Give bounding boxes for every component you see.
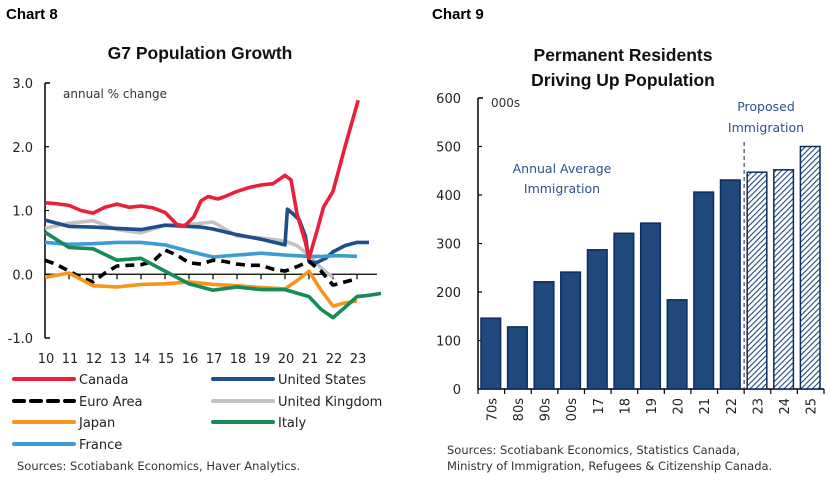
chart-8-title: G7 Population Growth xyxy=(108,43,293,63)
y-tick-label: 2.0 xyxy=(12,141,33,156)
x-tick-label: 19 xyxy=(645,398,660,415)
chart-8-axes: 3.0 2.0 1.0 0.0 -1.0 10 11 12 13 14 15 16 17 18 19 20 21… xyxy=(8,77,377,367)
y-tick-label: 0.0 xyxy=(12,268,33,283)
series-line-united-kingdom xyxy=(44,218,335,279)
x-tick-label: 14 xyxy=(134,352,151,367)
chart-8-svg: G7 Population Growth annual % change 3.0… xyxy=(8,43,383,473)
chart-8-unit-label: annual % change xyxy=(63,87,167,101)
y-tick-label: 100 xyxy=(436,335,461,350)
x-tick-label: 22 xyxy=(326,352,343,367)
bar-20 xyxy=(666,299,688,390)
x-tick-label: 23 xyxy=(752,398,767,415)
annotation-actual-line-1: Annual Average xyxy=(513,161,612,176)
bar-70s xyxy=(480,317,502,390)
x-tick-label: 15 xyxy=(158,352,175,367)
y-tick-label: 200 xyxy=(436,286,461,301)
x-tick-label: 90s xyxy=(539,398,554,422)
x-tick-label: 13 xyxy=(110,352,127,367)
chart-8-label: Chart 8 xyxy=(6,6,58,23)
x-tick-label: 25 xyxy=(805,398,820,415)
annotation-actual-line-2: Immigration xyxy=(524,181,600,196)
x-tick-label: 10 xyxy=(38,352,55,367)
bar-19 xyxy=(639,222,662,390)
x-tick-label: 24 xyxy=(778,398,793,415)
bar-17 xyxy=(586,249,608,390)
bar-proposed-23 xyxy=(746,171,768,390)
chart-9-title-line-2: Driving Up Population xyxy=(531,70,715,90)
annotation-proposed-line-2: Immigration xyxy=(728,120,804,135)
chart-9-unit-label: 000s xyxy=(491,96,520,110)
x-tick-label: 80s xyxy=(512,398,527,422)
x-tick-label: 12 xyxy=(86,352,103,367)
legend-label-united-kingdom: United Kingdom xyxy=(278,395,382,410)
x-tick-label: 20 xyxy=(278,352,295,367)
chart-9-source-line-1: Sources: Scotiabank Economics, Statistic… xyxy=(447,443,740,457)
bar-21 xyxy=(693,191,715,390)
series-line-italy xyxy=(44,230,382,320)
y-tick-label: 3.0 xyxy=(12,77,33,92)
x-tick-label: 18 xyxy=(230,352,247,367)
legend-label-canada: Canada xyxy=(79,373,128,388)
x-tick-label: 11 xyxy=(62,352,79,367)
chart-8-source: Sources: Scotiabank Economics, Haver Ana… xyxy=(17,459,300,473)
chart-9-title-line-1: Permanent Residents xyxy=(534,45,713,65)
x-tick-label: 00s xyxy=(565,398,580,422)
chart-9-label: Chart 9 xyxy=(432,6,484,23)
legend-label-united-states: United States xyxy=(278,373,366,388)
x-tick-label: 21 xyxy=(698,398,713,415)
y-tick-label: 0 xyxy=(453,383,461,398)
annotation-proposed-line-1: Proposed xyxy=(737,99,795,114)
chart-9-svg: Permanent Residents Driving Up Populatio… xyxy=(436,45,825,473)
x-tick-label: 16 xyxy=(182,352,199,367)
x-tick-label: 70s xyxy=(485,398,500,422)
chart-8-lines xyxy=(44,99,382,320)
bar-proposed-24 xyxy=(773,169,795,390)
legend-label-japan: Japan xyxy=(78,416,115,431)
chart-9-bars xyxy=(480,145,821,390)
chart-8-panel: Chart 8 G7 Population Growth annual % ch… xyxy=(6,6,383,473)
series-line-canada xyxy=(44,99,360,261)
x-tick-label: 21 xyxy=(302,352,319,367)
y-tick-label: 400 xyxy=(436,189,461,204)
x-tick-label: 23 xyxy=(350,352,367,367)
y-tick-label: 300 xyxy=(436,238,461,253)
legend-label-france: France xyxy=(79,438,122,453)
x-tick-label: 20 xyxy=(672,398,687,415)
bar-00s xyxy=(560,271,582,390)
x-tick-label: 17 xyxy=(206,352,223,367)
bar-90s xyxy=(533,281,555,390)
chart-8-legend: Canada Euro Area Japan France United States U… xyxy=(12,373,382,453)
chart-9-source-line-2: Ministry of Immigration, Refugees & Citi… xyxy=(447,459,772,473)
legend-label-euro-area: Euro Area xyxy=(79,395,143,410)
series-line-france xyxy=(44,240,358,259)
bar-18 xyxy=(613,232,635,390)
legend-label-italy: Italy xyxy=(278,416,307,431)
y-tick-label: 1.0 xyxy=(12,205,33,220)
chart-9-panel: Chart 9 Permanent Residents Driving Up P… xyxy=(414,0,828,483)
y-tick-label: 600 xyxy=(436,92,461,107)
bar-proposed-25 xyxy=(799,145,821,390)
x-tick-label: 17 xyxy=(592,398,607,415)
x-tick-label: 19 xyxy=(254,352,271,367)
x-tick-label: 18 xyxy=(618,398,633,415)
y-tick-label: 500 xyxy=(436,141,461,156)
x-tick-label: 22 xyxy=(725,398,740,415)
y-tick-label: -1.0 xyxy=(8,332,33,347)
bar-22 xyxy=(719,179,741,390)
bar-80s xyxy=(506,326,528,390)
